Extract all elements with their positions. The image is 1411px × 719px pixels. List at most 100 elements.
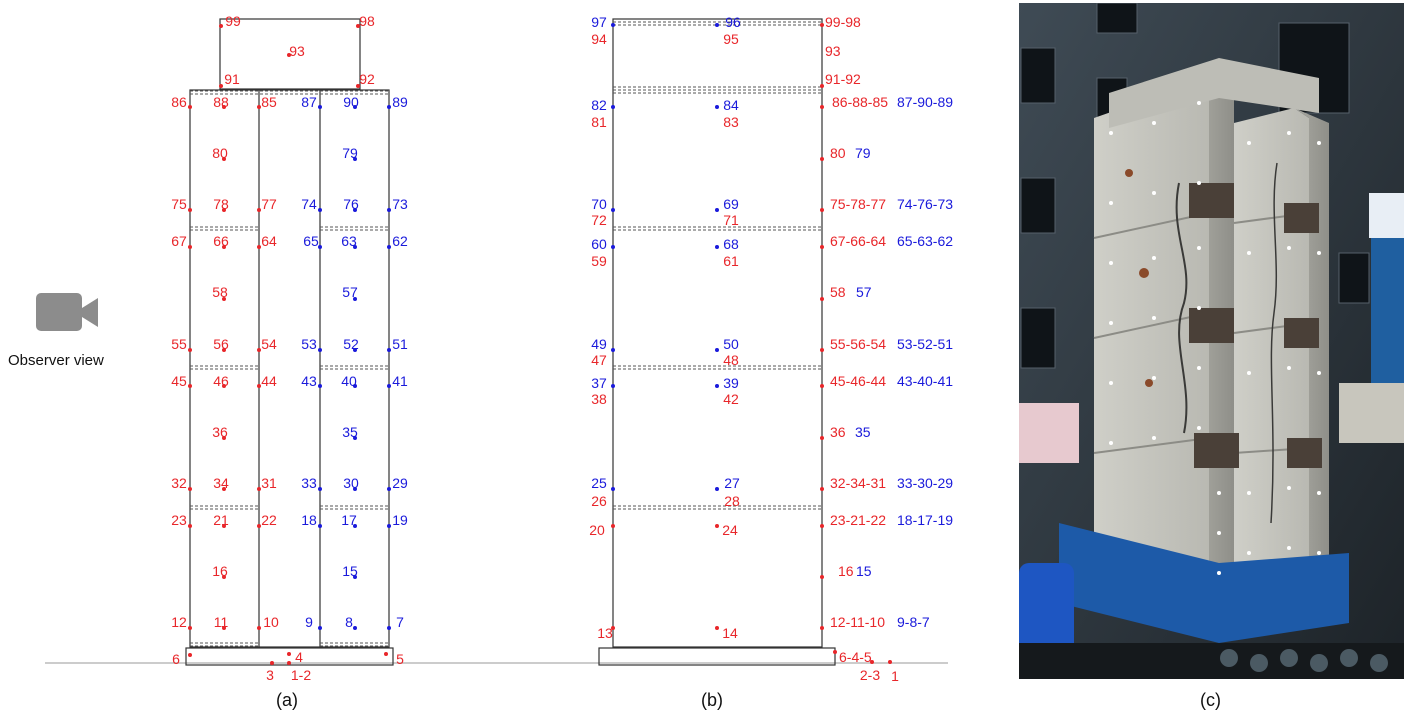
panel-a-point-6 xyxy=(188,653,192,657)
observer-view-label: Observer view xyxy=(8,352,104,369)
panel-b-label-71: 71 xyxy=(723,212,739,228)
panel-a-point-35 xyxy=(353,436,357,440)
panel-a-joints xyxy=(190,90,389,647)
panel-a-label-10: 10 xyxy=(263,614,279,630)
panel-a-point-99 xyxy=(219,24,223,28)
panel-a-label-78: 78 xyxy=(213,196,229,212)
panel-b-sensor-points xyxy=(611,23,892,664)
panel-a-label-17: 17 xyxy=(341,512,357,528)
panel-b-point-75-78-77 xyxy=(820,208,824,212)
panel-a-point-88 xyxy=(222,105,226,109)
panel-b-label-14: 14 xyxy=(722,625,738,641)
panel-a-label-75: 75 xyxy=(171,196,187,212)
panel-a-label-99: 99 xyxy=(225,13,241,29)
panel-a-point-19 xyxy=(387,524,391,528)
panel-a-point-34 xyxy=(222,487,226,491)
panel-b-point-70 xyxy=(611,208,615,212)
panel-b-point-23-21-22 xyxy=(820,524,824,528)
panel-a-label-45: 45 xyxy=(171,373,187,389)
panel-a-point-43 xyxy=(318,384,322,388)
panel-a-point-63 xyxy=(353,245,357,249)
panel-a-point-62 xyxy=(387,245,391,249)
panel-b-point-37 xyxy=(611,384,615,388)
panel-b-point-45-46-44 xyxy=(820,384,824,388)
panel-b-point-69 xyxy=(715,208,719,212)
panel-b-label-95: 95 xyxy=(723,31,739,47)
panel-a-point-53 xyxy=(318,348,322,352)
panel-b-label-38: 38 xyxy=(591,391,607,407)
panel-a-label-11: 11 xyxy=(214,614,229,630)
panel-a-label-30: 30 xyxy=(343,475,359,491)
panel-a-point-85 xyxy=(257,105,261,109)
panel-a-point-98 xyxy=(356,24,360,28)
panel-a-label-54: 54 xyxy=(261,336,277,352)
panel-b-label-97: 97 xyxy=(591,14,607,30)
panel-a-label-52: 52 xyxy=(343,336,359,352)
panel-a-point-45 xyxy=(188,384,192,388)
panel-b-label-70: 70 xyxy=(591,196,607,212)
panel-a-point-80 xyxy=(222,157,226,161)
panel-b-point-12-11-10 xyxy=(820,626,824,630)
panel-a-label-89: 89 xyxy=(392,94,408,110)
panel-a-label-67: 67 xyxy=(171,233,187,249)
panel-a-label-32: 32 xyxy=(171,475,187,491)
panel-a-label-33: 33 xyxy=(301,475,317,491)
panel-a-point-29 xyxy=(387,487,391,491)
panel-b-label-83: 83 xyxy=(723,114,739,130)
panel-b-label-82: 82 xyxy=(591,97,607,113)
panel-a-point-87 xyxy=(318,105,322,109)
panel-b-point-50 xyxy=(715,348,719,352)
panel-b-point-99-98 xyxy=(820,23,824,27)
panel-a-label-63: 63 xyxy=(341,233,357,249)
panel-b-point-67-66-64 xyxy=(820,245,824,249)
panel-a-point-30 xyxy=(353,487,357,491)
panel-a-label-77: 77 xyxy=(261,196,277,212)
panel-b-point-68 xyxy=(715,245,719,249)
panel-b-label-1: 1 xyxy=(891,668,899,684)
panel-a-label-16: 16 xyxy=(212,563,228,579)
panel-a-label-56: 56 xyxy=(213,336,229,352)
panel-b-label-28: 28 xyxy=(724,493,740,509)
panel-a-point-54 xyxy=(257,348,261,352)
panel-a-label-51: 51 xyxy=(392,336,408,352)
panel-a-point-5 xyxy=(384,652,388,656)
panel-b-point-55-56-54 xyxy=(820,348,824,352)
panel-a-label-86: 86 xyxy=(171,94,187,110)
panel-b-label-87-90-89: 87-90-89 xyxy=(897,94,953,110)
panel-b-label-57: 57 xyxy=(856,284,872,300)
panel-b-label-42: 42 xyxy=(723,391,739,407)
panel-b-label-35: 35 xyxy=(855,424,871,440)
panel-a-label-21: 21 xyxy=(213,512,229,528)
panel-a-label-79: 79 xyxy=(342,145,358,161)
panel-b-label-67-66-64: 67-66-64 xyxy=(830,233,886,249)
panel-a-point-11 xyxy=(222,626,226,630)
panel-b-label-61: 61 xyxy=(723,253,739,269)
panel-a-point-86 xyxy=(188,105,192,109)
panel-b-label-26: 26 xyxy=(591,493,607,509)
panel-a-label-88: 88 xyxy=(213,94,229,110)
panel-a-label-55: 55 xyxy=(171,336,187,352)
panel-a-point-77 xyxy=(257,208,261,212)
panel-a-label-34: 34 xyxy=(213,475,229,491)
panel-b-label: (b) xyxy=(701,690,723,710)
panel-a-point-90 xyxy=(353,105,357,109)
panel-a-label-18: 18 xyxy=(301,512,317,528)
panel-a-point-41 xyxy=(387,384,391,388)
panel-b-point-14 xyxy=(715,626,719,630)
panel-a-label-87: 87 xyxy=(301,94,317,110)
panel-a-label-73: 73 xyxy=(392,196,408,212)
panel-a-label-85: 85 xyxy=(261,94,277,110)
panel-b-label-79: 79 xyxy=(855,145,871,161)
panel-a-point-17 xyxy=(353,524,357,528)
panel-b-point-32-34-31 xyxy=(820,487,824,491)
panel-b-point-60 xyxy=(611,245,615,249)
panel-b-label-55-56-54: 55-56-54 xyxy=(830,336,886,352)
panel-b-label-94: 94 xyxy=(591,31,607,47)
panel-b-label-99-98: 99-98 xyxy=(825,14,861,30)
panel-b-label-20: 20 xyxy=(589,522,605,538)
panel-a-label-5: 5 xyxy=(396,651,404,667)
panel-b-label-43-40-41: 43-40-41 xyxy=(897,373,953,389)
panel-a-label-46: 46 xyxy=(213,373,229,389)
panel-b-label-47: 47 xyxy=(591,352,607,368)
panel-a-point-31 xyxy=(257,487,261,491)
